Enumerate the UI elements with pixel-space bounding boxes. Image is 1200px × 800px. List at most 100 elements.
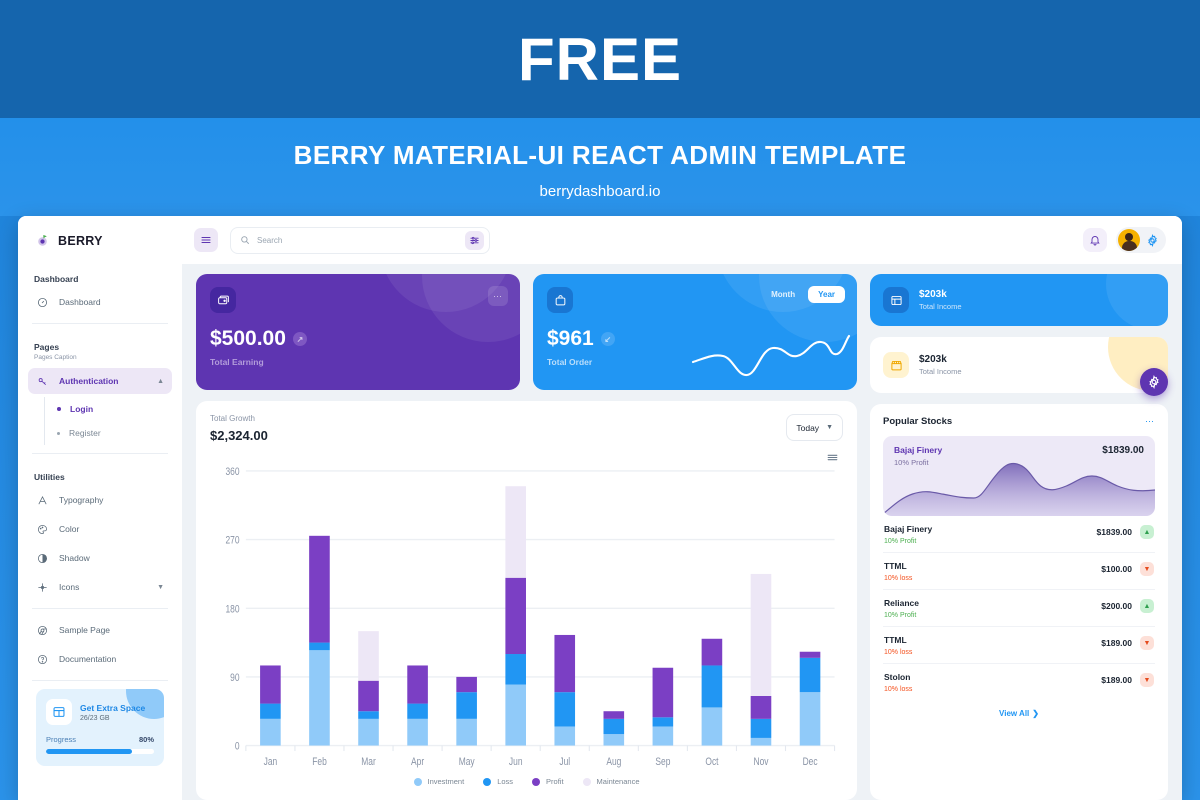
notifications-button[interactable] <box>1083 228 1107 252</box>
key-icon <box>36 375 49 388</box>
palette-icon <box>36 523 49 536</box>
income-label: Total Income <box>919 367 962 376</box>
stock-row[interactable]: TTML 10% loss $100.00 ▼ <box>883 553 1155 590</box>
search-placeholder: Search <box>257 235 283 245</box>
stock-row[interactable]: TTML 10% loss $189.00 ▼ <box>883 627 1155 664</box>
total-income-card-blue: $203k Total Income <box>870 274 1168 326</box>
legend-swatch <box>582 777 591 786</box>
chart-legend: Investment Loss Profit Maintenance <box>210 773 843 794</box>
sidebar-item-authentication[interactable]: Authentication ▲ <box>28 368 172 394</box>
stocks-title: Popular Stocks <box>883 416 953 427</box>
toolbar-actions <box>1083 227 1166 253</box>
berry-logo-icon <box>34 233 51 250</box>
toggle-year[interactable]: Year <box>808 286 845 303</box>
section-title-pages: Pages <box>34 342 60 352</box>
svg-text:90: 90 <box>230 672 240 684</box>
stock-note: 10% Profit <box>884 612 917 619</box>
chrome-icon <box>36 624 49 637</box>
arrow-up-icon: ▲ <box>1140 525 1154 539</box>
stock-amount: $189.00 <box>1101 638 1132 648</box>
brand[interactable]: BERRY <box>18 216 182 264</box>
arrow-down-icon: ▼ <box>1140 636 1154 650</box>
filter-icon[interactable] <box>465 230 484 250</box>
typography-icon <box>36 494 49 507</box>
income-label: Total Income <box>919 302 962 311</box>
left-column: ⋯ $500.00 ↗ Total Earning <box>196 274 857 800</box>
sidebar-item-typography[interactable]: Typography <box>28 487 172 513</box>
progress-value: 80% <box>138 735 154 744</box>
stocks-menu-button[interactable]: ⋯ <box>1145 416 1155 426</box>
sidebar-item-register[interactable]: Register <box>45 421 172 445</box>
range-select[interactable]: Today ▼ <box>786 414 843 441</box>
promo-url: berrydashboard.io <box>539 183 661 200</box>
sidebar-item-label: Login <box>70 404 94 414</box>
menu-toggle-button[interactable] <box>194 228 218 252</box>
sidebar-item-documentation[interactable]: Documentation <box>28 646 172 672</box>
total-income-card-white: $203k Total Income <box>870 337 1168 393</box>
sidebar-item-label: Documentation <box>59 654 117 664</box>
kpi-row: ⋯ $500.00 ↗ Total Earning <box>196 274 857 390</box>
sidebar-item-sample-page[interactable]: Sample Page <box>28 617 172 643</box>
progress-bar-fill <box>46 749 133 754</box>
arrow-down-icon: ↙ <box>600 332 615 346</box>
sidebar-item-login[interactable]: Login <box>45 397 172 421</box>
sidebar-item-label: Icons <box>59 582 80 592</box>
section-title-dashboard: Dashboard <box>34 274 79 284</box>
promo-title: BERRY MATERIAL-UI REACT ADMIN TEMPLATE <box>293 140 907 170</box>
svg-text:Jun: Jun <box>509 756 523 768</box>
legend-item[interactable]: Loss <box>483 777 513 786</box>
extra-space-row: Get Extra Space 26/23 GB <box>46 699 154 725</box>
stock-info: TTML 10% loss <box>884 561 912 582</box>
sidebar-nav: Dashboard Dashboard Pages Pages Caption <box>18 264 182 800</box>
sidebar: BERRY Dashboard Dashboard Pages Pages Ca… <box>18 216 182 800</box>
stock-values: $189.00 ▼ <box>1101 635 1154 650</box>
sidebar-item-shadow[interactable]: Shadow <box>28 545 172 571</box>
gear-icon[interactable] <box>1146 233 1159 247</box>
stock-row[interactable]: Stolon 10% loss $189.00 ▼ <box>883 664 1155 700</box>
storage-icon <box>46 699 72 725</box>
stock-row[interactable]: Bajaj Finery 10% Profit $1839.00 ▲ <box>883 516 1155 553</box>
chevron-down-icon: ▼ <box>826 424 833 431</box>
bag-icon <box>547 287 573 313</box>
sidebar-item-icons[interactable]: Icons ▼ <box>28 574 172 600</box>
settings-fab-button[interactable] <box>1140 368 1168 396</box>
stock-info: Bajaj Finery 10% Profit <box>884 524 932 545</box>
stock-row[interactable]: Reliance 10% Profit $200.00 ▲ <box>883 590 1155 627</box>
section-caption-pages: Pages Caption <box>34 354 77 361</box>
stock-amount: $1839.00 <box>1096 527 1132 537</box>
legend-item[interactable]: Investment <box>413 777 464 786</box>
shop-icon <box>883 352 909 378</box>
sidebar-item-color[interactable]: Color <box>28 516 172 542</box>
growth-header: Total Growth $2,324.00 Today ▼ <box>210 414 843 443</box>
arrow-up-icon: ↗ <box>292 332 307 346</box>
profile-menu[interactable] <box>1116 227 1166 253</box>
card-menu-button[interactable]: ⋯ <box>488 286 508 306</box>
view-all-button[interactable]: View All ❯ <box>999 709 1039 718</box>
growth-bar-chart: 0 90 180 270 360 Jan Feb Mar Apr May Jun Jul Aug Sep O… <box>210 460 843 773</box>
search-input[interactable]: Search <box>230 226 490 254</box>
stock-list: Bajaj Finery 10% Profit $1839.00 ▲ TTML … <box>883 516 1155 700</box>
growth-label: Total Growth <box>210 414 255 423</box>
toggle-month[interactable]: Month <box>771 290 796 299</box>
stock-hero-name: Bajaj Finery <box>894 445 943 455</box>
total-earning-amount: $500.00 <box>210 327 286 350</box>
legend-swatch <box>483 777 492 786</box>
stock-hero-amount: $1839.00 <box>1102 445 1144 456</box>
total-order-amount: $961 <box>547 327 594 350</box>
legend-item[interactable]: Profit <box>532 777 564 786</box>
progress-row: Progress 80% <box>46 735 154 744</box>
stock-values: $189.00 ▼ <box>1101 672 1154 687</box>
promo-banner-bottom: BERRY MATERIAL-UI REACT ADMIN TEMPLATE b… <box>0 118 1200 216</box>
stock-info: Reliance 10% Profit <box>884 598 919 619</box>
chart-menu-icon[interactable] <box>826 451 839 464</box>
speedometer-icon <box>36 296 49 309</box>
get-extra-space-card[interactable]: Get Extra Space 26/23 GB Progress 80% <box>36 689 164 766</box>
sidebar-item-dashboard[interactable]: Dashboard <box>28 289 172 315</box>
growth-text: Total Growth $2,324.00 <box>210 414 268 443</box>
help-icon <box>36 653 49 666</box>
legend-item[interactable]: Maintenance <box>582 777 640 786</box>
svg-text:270: 270 <box>225 535 240 547</box>
sidebar-item-label: Dashboard <box>59 297 101 307</box>
stock-amount: $100.00 <box>1101 564 1132 574</box>
stock-amount: $189.00 <box>1101 675 1132 685</box>
